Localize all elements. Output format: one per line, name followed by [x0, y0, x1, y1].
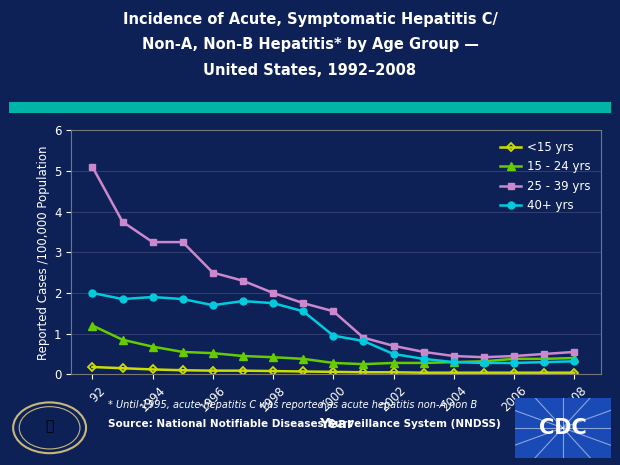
40+ yrs [480, 360, 488, 365]
40+ yrs [89, 290, 96, 296]
40+ yrs [239, 299, 247, 304]
25 - 39 yrs [209, 270, 216, 275]
Legend: <15 yrs, 15 - 24 yrs, 25 - 39 yrs, 40+ yrs: <15 yrs, 15 - 24 yrs, 25 - 39 yrs, 40+ y… [495, 136, 595, 217]
<15 yrs [420, 370, 427, 376]
15 - 24 yrs [239, 353, 247, 359]
<15 yrs [390, 370, 397, 375]
40+ yrs [119, 296, 126, 302]
<15 yrs [269, 368, 277, 374]
25 - 39 yrs [149, 239, 156, 245]
40+ yrs [570, 359, 578, 364]
15 - 24 yrs [149, 344, 156, 350]
<15 yrs [450, 370, 458, 376]
15 - 24 yrs [541, 356, 548, 362]
<15 yrs [360, 370, 367, 375]
25 - 39 yrs [330, 308, 337, 314]
15 - 24 yrs [330, 360, 337, 365]
40+ yrs [420, 356, 427, 362]
25 - 39 yrs [360, 335, 367, 340]
40+ yrs [269, 300, 277, 306]
15 - 24 yrs [269, 354, 277, 360]
15 - 24 yrs [119, 337, 126, 343]
15 - 24 yrs [420, 360, 427, 365]
25 - 39 yrs [89, 164, 96, 170]
40+ yrs [299, 308, 307, 314]
40+ yrs [541, 359, 548, 365]
<15 yrs [480, 370, 488, 376]
<15 yrs [209, 368, 216, 373]
25 - 39 yrs [269, 290, 277, 296]
<15 yrs [510, 370, 518, 376]
40+ yrs [330, 333, 337, 339]
<15 yrs [89, 364, 96, 370]
15 - 24 yrs [360, 361, 367, 367]
Line: 40+ yrs: 40+ yrs [89, 290, 578, 366]
25 - 39 yrs [480, 354, 488, 360]
25 - 39 yrs [541, 351, 548, 357]
<15 yrs [149, 366, 156, 372]
25 - 39 yrs [390, 343, 397, 349]
Text: Non-A, Non-B Hepatitis* by Age Group —: Non-A, Non-B Hepatitis* by Age Group — [141, 37, 479, 52]
<15 yrs [330, 369, 337, 375]
Y-axis label: Reported Cases /100,000 Population: Reported Cases /100,000 Population [37, 145, 50, 359]
<15 yrs [541, 370, 548, 376]
Text: Incidence of Acute, Symptomatic Hepatitis C/: Incidence of Acute, Symptomatic Hepatiti… [123, 12, 497, 27]
X-axis label: Year: Year [319, 417, 354, 431]
40+ yrs [510, 360, 518, 365]
40+ yrs [360, 338, 367, 344]
Text: United States, 1992–2008: United States, 1992–2008 [203, 63, 417, 78]
25 - 39 yrs [570, 349, 578, 355]
40+ yrs [390, 351, 397, 357]
40+ yrs [149, 294, 156, 300]
Text: Source: National Notifiable Diseases Surveillance System (NNDSS): Source: National Notifiable Diseases Sur… [108, 419, 501, 430]
15 - 24 yrs [89, 323, 96, 328]
15 - 24 yrs [390, 360, 397, 365]
15 - 24 yrs [480, 359, 488, 364]
40+ yrs [450, 359, 458, 365]
25 - 39 yrs [179, 239, 187, 245]
25 - 39 yrs [119, 219, 126, 225]
<15 yrs [239, 368, 247, 373]
15 - 24 yrs [209, 351, 216, 356]
15 - 24 yrs [510, 356, 518, 362]
Line: 25 - 39 yrs: 25 - 39 yrs [89, 163, 578, 361]
25 - 39 yrs [299, 300, 307, 306]
25 - 39 yrs [510, 353, 518, 359]
Text: 🦅: 🦅 [45, 419, 54, 433]
40+ yrs [209, 302, 216, 308]
<15 yrs [299, 369, 307, 374]
25 - 39 yrs [450, 353, 458, 359]
15 - 24 yrs [299, 356, 307, 362]
<15 yrs [119, 365, 126, 371]
25 - 39 yrs [420, 349, 427, 355]
15 - 24 yrs [450, 359, 458, 365]
<15 yrs [179, 367, 187, 373]
Text: * Until 1995, acute hepatitis C was reported as acute hepatitis non-A non B: * Until 1995, acute hepatitis C was repo… [108, 400, 478, 410]
Line: <15 yrs: <15 yrs [90, 364, 577, 375]
<15 yrs [570, 370, 578, 376]
Text: CDC: CDC [539, 418, 587, 438]
40+ yrs [179, 296, 187, 302]
15 - 24 yrs [570, 355, 578, 361]
Line: 15 - 24 yrs: 15 - 24 yrs [88, 321, 578, 368]
15 - 24 yrs [179, 349, 187, 355]
25 - 39 yrs [239, 278, 247, 284]
